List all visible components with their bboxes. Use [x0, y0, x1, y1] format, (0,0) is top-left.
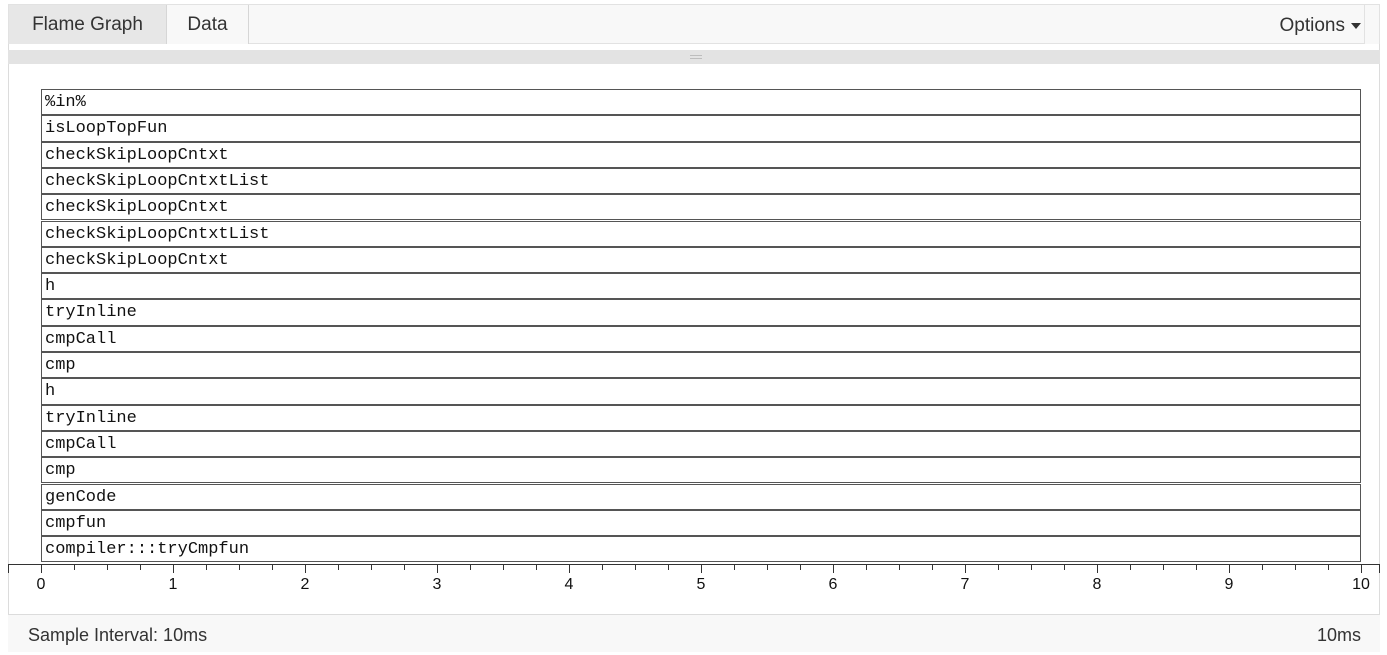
axis-minor-tick: [272, 565, 273, 570]
axis-minor-tick: [602, 565, 603, 570]
axis-tick-label: 0: [36, 576, 46, 593]
axis-minor-tick: [503, 565, 504, 570]
flame-frame[interactable]: h: [41, 378, 1361, 405]
axis-minor-tick: [1163, 565, 1164, 570]
axis-edge-tick: [1379, 565, 1380, 573]
axis-minor-tick: [1295, 565, 1296, 570]
axis-minor-tick: [932, 565, 933, 570]
total-time-text: 10ms: [1316, 625, 1361, 645]
toolbar: Flame Graph Data Options: [8, 4, 1380, 44]
axis-minor-tick: [635, 565, 636, 570]
flame-frame[interactable]: cmpCall: [41, 325, 1361, 352]
flame-frame[interactable]: cmp: [41, 457, 1361, 484]
axis-minor-tick: [668, 565, 669, 570]
flame-frame[interactable]: genCode: [41, 483, 1361, 510]
axis-minor-tick: [1196, 565, 1197, 570]
axis-minor-tick: [74, 565, 75, 570]
axis-minor-tick: [866, 565, 867, 570]
axis-tick-label: 6: [828, 576, 838, 593]
axis-tick-label: 9: [1224, 576, 1234, 593]
flame-frame[interactable]: compiler:::tryCmpfun: [41, 536, 1361, 563]
axis-tick: [1097, 565, 1098, 573]
axis-minor-tick: [1130, 565, 1131, 570]
axis-tick: [1229, 565, 1230, 573]
axis-tick-label: 3: [432, 576, 442, 593]
axis-minor-tick: [107, 565, 108, 570]
axis-tick: [833, 565, 834, 573]
grip-icon: [690, 55, 702, 59]
axis-minor-tick: [470, 565, 471, 570]
axis-tick: [701, 565, 702, 573]
axis-tick-label: 10: [1352, 576, 1370, 593]
tab-flame-graph[interactable]: Flame Graph: [9, 5, 167, 44]
status-bar: Sample Interval: 10ms 10ms: [8, 614, 1380, 652]
axis-minor-tick: [734, 565, 735, 570]
axis-minor-tick: [536, 565, 537, 570]
axis-edge-tick: [8, 565, 9, 573]
flame-frame[interactable]: isLoopTopFun: [41, 115, 1361, 142]
axis-minor-tick: [800, 565, 801, 570]
axis-minor-tick: [206, 565, 207, 570]
axis-tick-label: 1: [168, 576, 178, 593]
axis-minor-tick: [1031, 565, 1032, 570]
axis-minor-tick: [767, 565, 768, 570]
axis-line: [8, 564, 1380, 565]
resize-splitter[interactable]: [8, 50, 1380, 64]
flame-frame[interactable]: checkSkipLoopCntxtList: [41, 220, 1361, 247]
axis-minor-tick: [404, 565, 405, 570]
time-axis: 0 1 2 3 4 5 6 7 8 9 10: [0, 560, 1387, 600]
flame-frame[interactable]: cmpCall: [41, 430, 1361, 458]
flame-frame[interactable]: checkSkipLoopCntxt: [41, 141, 1361, 168]
flame-frame[interactable]: checkSkipLoopCntxtList: [41, 167, 1361, 195]
flame-frame[interactable]: tryInline: [41, 404, 1361, 431]
axis-minor-tick: [140, 565, 141, 570]
axis-tick: [173, 565, 174, 573]
axis-tick: [965, 565, 966, 573]
caret-down-icon: [1351, 22, 1361, 29]
flame-frame[interactable]: tryInline: [41, 299, 1361, 326]
flame-frame[interactable]: cmp: [41, 352, 1361, 379]
axis-tick-label: 7: [960, 576, 970, 593]
axis-tick: [437, 565, 438, 573]
tab-data[interactable]: Data: [167, 5, 249, 44]
axis-tick: [569, 565, 570, 573]
axis-minor-tick: [338, 565, 339, 570]
axis-minor-tick: [1262, 565, 1263, 570]
flame-frame[interactable]: %in%: [41, 89, 1361, 116]
sample-interval-text: Sample Interval: 10ms: [28, 625, 208, 645]
axis-tick-label: 8: [1092, 576, 1102, 593]
axis-minor-tick: [998, 565, 999, 570]
flame-frame[interactable]: h: [41, 273, 1361, 300]
axis-minor-tick: [371, 565, 372, 570]
axis-tick-label: 2: [300, 576, 310, 593]
axis-tick: [1361, 565, 1362, 573]
axis-minor-tick: [899, 565, 900, 570]
axis-tick-label: 4: [564, 576, 574, 593]
toolbar-edge: [1364, 5, 1379, 44]
axis-minor-tick: [239, 565, 240, 570]
options-dropdown[interactable]: Options: [1280, 5, 1361, 44]
flame-frame[interactable]: checkSkipLoopCntxt: [41, 194, 1361, 221]
axis-minor-tick: [1064, 565, 1065, 570]
flame-frame[interactable]: checkSkipLoopCntxt: [41, 246, 1361, 274]
flame-frame[interactable]: cmpfun: [41, 509, 1361, 537]
axis-tick: [305, 565, 306, 573]
axis-tick: [41, 565, 42, 573]
axis-minor-tick: [1328, 565, 1329, 570]
options-label: Options: [1279, 15, 1345, 36]
axis-tick-label: 5: [696, 576, 706, 593]
